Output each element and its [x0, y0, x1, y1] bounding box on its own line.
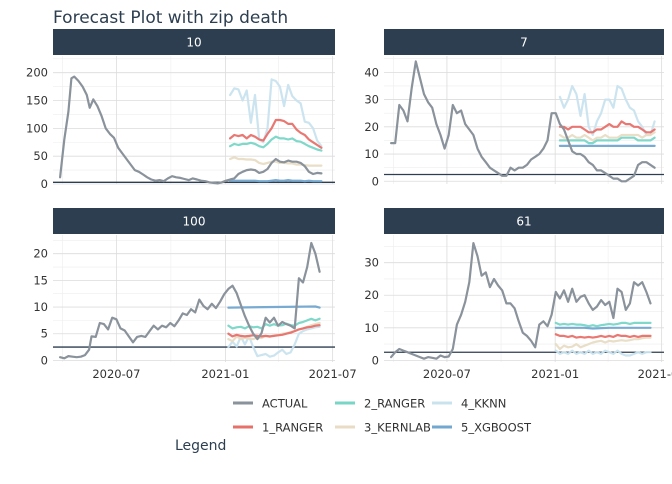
panel-background: [53, 56, 335, 184]
y-tick-label: 200: [26, 66, 48, 80]
y-tick-label: 20: [364, 288, 379, 302]
legend-label: ACTUAL: [262, 397, 308, 411]
x-tick-label: 2021-01: [201, 367, 249, 381]
series-line-4-kknn: [229, 78, 323, 148]
facet-7: 7 0 10 20 30 40: [364, 29, 664, 188]
legend-item-1-ranger: 1_RANGER: [233, 421, 323, 435]
series-line-1-ranger: [229, 118, 323, 149]
series-line-4-kknn: [227, 325, 321, 358]
legend-label: 1_RANGER: [262, 421, 323, 435]
series-line-5-xgboost: [554, 326, 652, 330]
series-line-3-kernlab: [558, 131, 656, 142]
facet-strip-label: 10: [186, 36, 201, 50]
series-line-1-ranger: [558, 120, 656, 134]
legend-item-5-xgboost: 5_XGBOOST: [432, 421, 532, 435]
y-tick-label: 100: [26, 121, 48, 135]
y-tick-label: 5: [41, 327, 48, 341]
series-line-2-ranger: [227, 317, 321, 330]
y-tick-label: 0: [372, 353, 379, 367]
series-line-3-kernlab: [229, 156, 323, 167]
facet-strip: [53, 208, 335, 234]
legend-label: 4_KKNN: [461, 397, 506, 411]
series-line-3-kernlab: [554, 336, 652, 351]
y-tick-label: 30: [364, 256, 379, 270]
legend-label: 2_RANGER: [364, 397, 425, 411]
facet-strip-label: 100: [183, 215, 206, 229]
y-tick-label: 20: [364, 120, 379, 134]
y-tick-label: 0: [41, 353, 48, 367]
y-tick-label: 0: [372, 174, 379, 188]
facet-strip-label: 61: [516, 215, 531, 229]
legend: Legend ACTUAL 1_RANGER 2_RANGER 3_KERNLAB 4_…: [175, 397, 532, 455]
legend-item-4-kknn: 4_KKNN: [432, 397, 506, 411]
facet-strip-label: 7: [520, 36, 528, 50]
facet-100: 100 0 5 10 15 20 2020-07 2021-01 2021-07: [33, 208, 357, 381]
series-line-2-ranger: [558, 136, 656, 145]
facet-panels: 100501001502007010203040100051015202020-…: [26, 29, 672, 381]
legend-label: 3_KERNLAB: [364, 421, 431, 435]
y-tick-label: 40: [364, 65, 379, 79]
series-line-actual: [58, 241, 321, 360]
y-tick-label: 0: [41, 177, 48, 191]
y-tick-label: 150: [26, 94, 48, 108]
x-tick-label: 2021-01: [531, 367, 579, 381]
series-line-2-ranger: [554, 321, 652, 328]
facet-strip: [53, 29, 335, 55]
x-tick-label: 2020-07: [92, 367, 140, 381]
series-line-5-xgboost: [227, 305, 321, 309]
y-tick-label: 15: [33, 273, 48, 287]
panel-background: [384, 56, 664, 184]
series-line-5-xgboost: [229, 179, 323, 183]
y-tick-label: 50: [33, 149, 48, 163]
series-line-actual: [390, 242, 652, 360]
legend-item-2-ranger: 2_RANGER: [335, 397, 425, 411]
x-tick-label: 2021-07: [638, 367, 672, 381]
facet-strip: [384, 29, 664, 55]
legend-label: 5_XGBOOST: [461, 421, 532, 435]
y-tick-label: 20: [33, 247, 48, 261]
series-line-2-ranger: [229, 135, 323, 152]
series-line-1-ranger: [227, 324, 321, 338]
facet-61: 61 0 10 20 30 2020-07 2021-01 2021-07: [364, 208, 672, 381]
legend-item-3-kernlab: 3_KERNLAB: [335, 421, 431, 435]
series-line-1-ranger: [554, 333, 652, 339]
legend-item-actual: ACTUAL: [233, 397, 308, 411]
series-line-actual: [390, 60, 656, 183]
y-tick-label: 30: [364, 93, 379, 107]
x-tick-label: 2021-07: [309, 367, 357, 381]
facet-strip: [384, 208, 664, 234]
y-tick-label: 10: [364, 321, 379, 335]
legend-title: Legend: [175, 438, 226, 454]
series-line-4-kknn: [558, 84, 656, 137]
panel-background: [53, 235, 335, 362]
series-line-actual: [58, 75, 323, 185]
y-tick-label: 10: [33, 300, 48, 314]
x-tick-label: 2020-07: [423, 367, 471, 381]
chart-title: Forecast Plot with zip death: [53, 8, 288, 28]
y-tick-label: 10: [364, 147, 379, 161]
series-line-4-kknn: [554, 349, 652, 357]
